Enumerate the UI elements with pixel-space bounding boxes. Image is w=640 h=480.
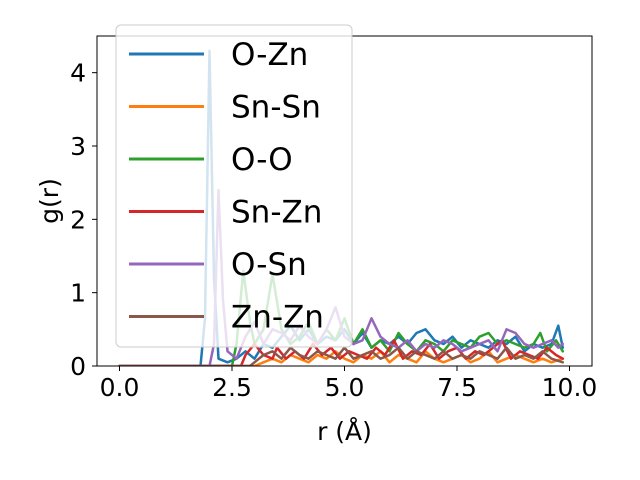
y-tick-label: 4: [70, 59, 86, 88]
y-tick-label: 1: [70, 279, 86, 308]
legend-item-sn-zn: Sn-Zn: [129, 195, 322, 231]
x-axis-ticks: 0.0 2.5 5.0 7.5 10.0: [100, 366, 598, 402]
series-line-sn-zn: [118, 339, 565, 366]
x-tick-label: 5.0: [325, 373, 365, 402]
y-tick-label: 3: [70, 132, 86, 161]
legend-item-o-o: O-O: [129, 142, 293, 178]
y-axis-label: g(r): [35, 178, 64, 224]
x-tick-label: 10.0: [542, 373, 598, 402]
legend-label: O-Sn: [231, 247, 307, 283]
x-tick-label: 2.5: [212, 373, 252, 402]
legend-label: O-O: [231, 142, 293, 178]
legend-items: O-Zn Sn-Sn O-O Sn-Zn O-Sn Zn-Zn: [129, 37, 324, 336]
y-tick-label: 2: [70, 205, 86, 234]
legend-item-sn-sn: Sn-Sn: [129, 90, 321, 126]
x-tick-label: 7.5: [437, 373, 477, 402]
legend-item-o-zn: O-Zn: [129, 37, 308, 73]
legend: O-Zn Sn-Sn O-O Sn-Zn O-Sn Zn-Zn: [115, 24, 353, 348]
legend-label: O-Zn: [231, 37, 308, 73]
y-tick-label: 0: [70, 352, 86, 381]
legend-label: Sn-Sn: [231, 90, 321, 126]
legend-item-zn-zn: Zn-Zn: [129, 300, 324, 336]
legend-item-o-sn: O-Sn: [129, 247, 307, 283]
legend-label: Zn-Zn: [231, 300, 324, 336]
x-axis-label: r (Å): [317, 417, 372, 446]
legend-label: Sn-Zn: [231, 195, 322, 231]
series-line-zn-zn: [118, 346, 565, 366]
y-axis-ticks: 0 1 2 3 4: [70, 59, 97, 381]
x-tick-label: 0.0: [100, 373, 140, 402]
